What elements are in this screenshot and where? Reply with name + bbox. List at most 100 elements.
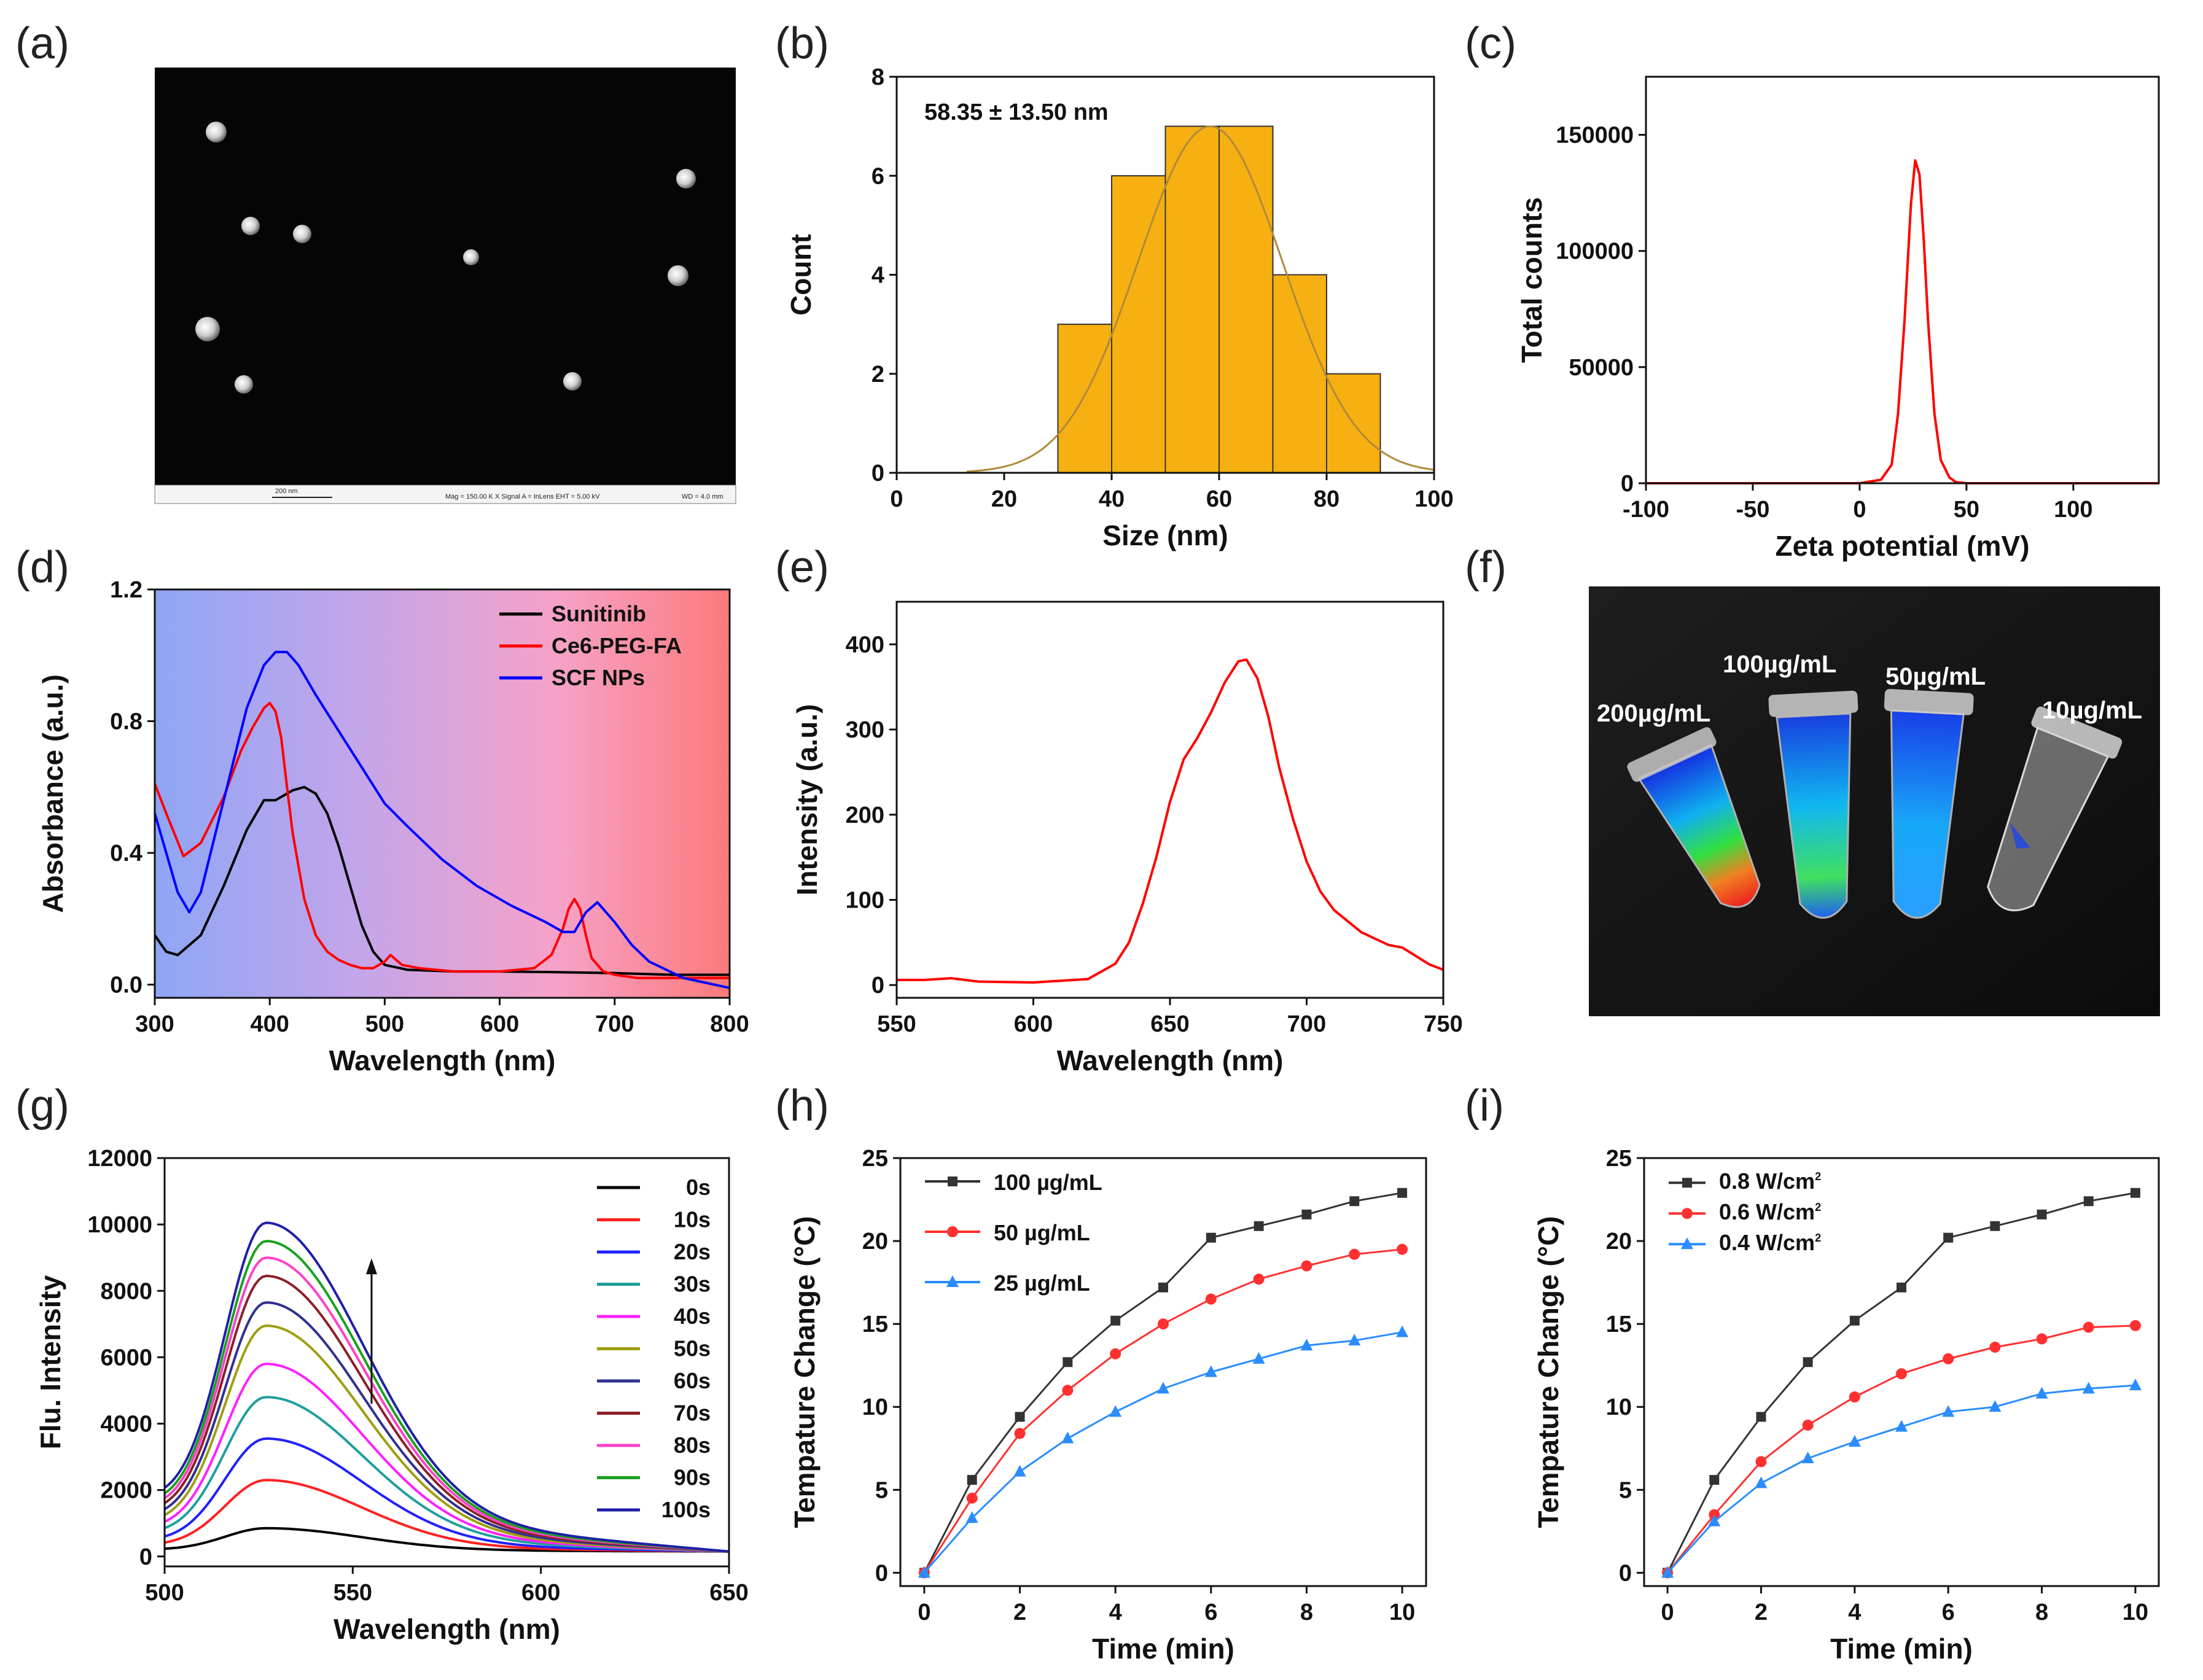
data-point bbox=[1990, 1221, 2000, 1231]
x-tick-label: 100 bbox=[1414, 486, 1453, 512]
data-point bbox=[1254, 1221, 1264, 1231]
chart-h-temperature-conc: 0 2 4 6 8 10 0 5 10 15 20 25 Time (min) Tempature Cha… bbox=[789, 1146, 1427, 1665]
y-tick-label: 0.0 bbox=[110, 973, 142, 998]
data-point bbox=[1755, 1456, 1767, 1468]
x-tick-label: -50 bbox=[1736, 497, 1769, 523]
y-tick-label: 5 bbox=[1619, 1477, 1632, 1503]
y-tick-label: 4000 bbox=[100, 1412, 152, 1437]
legend-superscript: 2 bbox=[1815, 1201, 1821, 1213]
y-axis-title: Tempature Change (°C) bbox=[1532, 1216, 1564, 1528]
y-tick-label: 20 bbox=[862, 1229, 888, 1254]
legend-label: 100 µg/mL bbox=[994, 1170, 1102, 1195]
x-tick-label: 700 bbox=[1287, 1011, 1326, 1037]
data-point bbox=[967, 1475, 977, 1485]
x-tick-label: 0 bbox=[918, 1600, 930, 1625]
x-tick-label: 40 bbox=[1099, 486, 1125, 512]
x-tick-label: 650 bbox=[709, 1580, 748, 1606]
data-point bbox=[1756, 1412, 1766, 1422]
data-point bbox=[1803, 1357, 1813, 1367]
tube-10 bbox=[1987, 706, 2123, 911]
histogram-bar bbox=[1272, 274, 1327, 473]
x-tick-label: 600 bbox=[1014, 1011, 1053, 1037]
panel-label-h: (h) bbox=[775, 1081, 829, 1130]
data-point bbox=[1802, 1419, 1814, 1431]
legend-superscript: 2 bbox=[1815, 1170, 1821, 1183]
data-point bbox=[918, 1566, 930, 1578]
y-tick-label: 300 bbox=[846, 717, 884, 743]
data-point bbox=[1755, 1476, 1768, 1488]
data-point bbox=[946, 1275, 959, 1287]
y-tick-label: 25 bbox=[862, 1146, 888, 1172]
x-tick-label: 0 bbox=[1661, 1600, 1674, 1625]
legend-label: 70s bbox=[674, 1401, 711, 1426]
x-axis-title: Time (min) bbox=[1830, 1633, 1973, 1665]
data-point bbox=[1063, 1357, 1073, 1367]
legend-label: 10s bbox=[674, 1207, 711, 1232]
data-point bbox=[2129, 1320, 2141, 1331]
y-tick-label: 50000 bbox=[1569, 355, 1634, 381]
legend-label: 60s bbox=[674, 1368, 711, 1393]
y-tick-label: 25 bbox=[1606, 1146, 1632, 1172]
data-point bbox=[1895, 1420, 1908, 1432]
y-axis-title: Absorbance (a.u.) bbox=[37, 674, 69, 913]
data-point bbox=[1061, 1431, 1074, 1444]
legend-label: Sunitinib bbox=[552, 601, 646, 626]
data-point bbox=[1110, 1315, 1121, 1326]
sem-info: Mag = 150.00 K X Signal A = InLens EHT =… bbox=[445, 493, 600, 500]
panel-label-d: (d) bbox=[15, 543, 69, 592]
x-tick-label: 650 bbox=[1150, 1011, 1189, 1037]
y-tick-label: 10000 bbox=[87, 1212, 152, 1238]
panel-label-i: (i) bbox=[1465, 1081, 1504, 1130]
legend-label: 80s bbox=[674, 1433, 711, 1458]
x-tick-label: 500 bbox=[365, 1011, 404, 1037]
legend-label: SCF NPs bbox=[552, 665, 645, 690]
nanoparticles bbox=[195, 122, 696, 394]
data-point bbox=[1848, 1434, 1861, 1447]
data-point bbox=[1158, 1318, 1169, 1330]
x-axis-title: Wavelength (nm) bbox=[333, 1613, 560, 1645]
nanoparticle bbox=[241, 217, 260, 235]
data-point bbox=[2037, 1209, 2047, 1219]
y-tick-label: 1.2 bbox=[110, 577, 142, 603]
tube-label-10: 10µg/mL bbox=[2042, 697, 2142, 724]
legend-label: 0s bbox=[686, 1175, 711, 1200]
data-point bbox=[1661, 1566, 1674, 1578]
data-point bbox=[1801, 1451, 1814, 1463]
plot-frame bbox=[163, 1157, 730, 1568]
data-point bbox=[1396, 1325, 1409, 1337]
series-line bbox=[163, 1274, 730, 1553]
data-point bbox=[1015, 1412, 1025, 1422]
y-tick-label: 100 bbox=[846, 887, 884, 913]
panel-label-f: (f) bbox=[1465, 543, 1507, 592]
y-tick-label: 10 bbox=[1606, 1394, 1632, 1420]
y-tick-label: 0 bbox=[871, 973, 884, 998]
series-line bbox=[923, 1331, 1403, 1574]
x-tick-label: 550 bbox=[877, 1011, 916, 1037]
data-point bbox=[1014, 1428, 1026, 1439]
y-tick-label: 6000 bbox=[100, 1345, 152, 1371]
x-tick-label: 500 bbox=[145, 1580, 184, 1606]
plot-frame bbox=[895, 601, 1445, 999]
nanoparticle bbox=[235, 375, 253, 394]
y-tick-label: 2 bbox=[871, 362, 884, 387]
tube-label-50: 50µg/mL bbox=[1885, 663, 1986, 690]
legend-label: 50s bbox=[674, 1336, 711, 1361]
x-tick-label: 6 bbox=[1942, 1600, 1955, 1625]
y-tick-label: 4 bbox=[871, 263, 884, 289]
data-point bbox=[1397, 1243, 1408, 1255]
series-line bbox=[154, 702, 730, 979]
data-point bbox=[1253, 1274, 1265, 1285]
legend-label: 40s bbox=[674, 1304, 711, 1329]
y-axis-title: Intensity (a.u.) bbox=[791, 704, 823, 896]
data-point bbox=[1062, 1385, 1074, 1396]
histogram-bar bbox=[1218, 125, 1274, 473]
data-point bbox=[1204, 1365, 1217, 1377]
x-tick-label: 800 bbox=[710, 1011, 749, 1037]
histogram-bar bbox=[1111, 175, 1166, 473]
x-tick-label: 10 bbox=[2123, 1600, 2148, 1625]
data-point bbox=[1989, 1341, 2001, 1353]
data-point bbox=[1301, 1209, 1312, 1219]
y-tick-label: 12000 bbox=[87, 1146, 152, 1172]
plot-frame bbox=[895, 76, 1435, 474]
